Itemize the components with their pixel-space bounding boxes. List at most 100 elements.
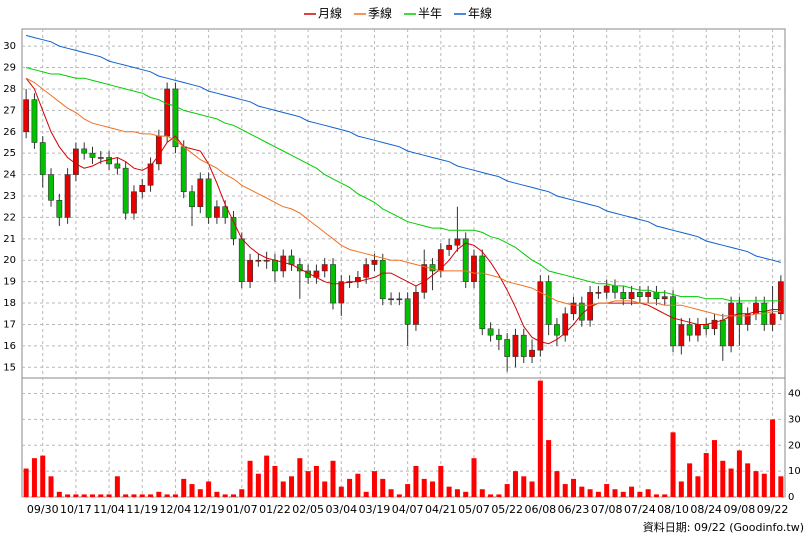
candle-body xyxy=(437,249,444,272)
volume-bar xyxy=(712,440,718,497)
candle-body xyxy=(769,313,776,325)
volume-bar xyxy=(554,471,560,497)
volume-bar xyxy=(65,494,71,497)
volume-bar xyxy=(380,478,386,497)
x-tick-label: 04/21 xyxy=(425,503,457,516)
footer: 資料日期: 09/22 (Goodinfo.tw) xyxy=(643,520,804,534)
volume-bar xyxy=(471,458,477,497)
x-tick-label: 12/04 xyxy=(160,503,192,516)
candle-body xyxy=(595,292,602,294)
volume-bar xyxy=(612,489,618,497)
volume-bar xyxy=(89,494,95,497)
volume-bar xyxy=(770,419,776,497)
x-tick-label: 06/23 xyxy=(558,503,590,516)
y2-tick-label: 20 xyxy=(788,440,801,451)
candle-body xyxy=(529,349,535,357)
x-tick-label: 06/08 xyxy=(524,503,556,516)
legend-label: 月線 xyxy=(318,6,342,21)
y2-tick-label: 40 xyxy=(788,389,801,400)
candle-body xyxy=(520,334,527,357)
candle-body xyxy=(686,324,693,336)
volume-bar xyxy=(363,491,369,497)
volume-bar xyxy=(430,481,436,497)
y-tick-label: 21 xyxy=(3,234,16,245)
x-tick-label: 09/08 xyxy=(724,503,756,516)
candle-body xyxy=(462,238,469,282)
candle-body xyxy=(321,264,328,272)
volume-bar xyxy=(114,476,120,497)
candle-body xyxy=(645,292,652,297)
volume-bar xyxy=(106,494,112,497)
volume-bar xyxy=(587,489,593,497)
y-tick-label: 28 xyxy=(3,84,16,95)
candle-body xyxy=(197,178,204,208)
x-tick-label: 07/24 xyxy=(624,503,656,516)
volume-bar xyxy=(695,476,701,497)
volume-bar xyxy=(255,473,261,497)
volume-bar xyxy=(355,473,361,497)
candle-body xyxy=(678,324,685,347)
candle-body xyxy=(48,174,54,201)
y-tick-label: 29 xyxy=(3,63,16,74)
candle-body xyxy=(147,163,154,186)
candle-body xyxy=(670,296,676,347)
candle-body xyxy=(97,157,104,159)
volume-bar xyxy=(745,463,751,497)
y2-tick-label: 0 xyxy=(788,492,794,503)
candle-body xyxy=(263,259,270,262)
volume-bar xyxy=(313,465,319,497)
volume-bar xyxy=(604,484,610,497)
candle-body xyxy=(545,281,552,325)
candle-body xyxy=(388,298,394,301)
volume-bar xyxy=(496,494,502,497)
volume-bar xyxy=(736,450,742,497)
x-tick-label: 10/17 xyxy=(60,503,92,516)
volume-bar xyxy=(546,440,552,497)
ma-line xyxy=(25,67,781,302)
candle-body xyxy=(213,206,220,218)
candle-body xyxy=(247,259,253,282)
volume-bar xyxy=(98,494,104,497)
volume-bar xyxy=(338,486,344,497)
y-tick-label: 19 xyxy=(3,277,16,288)
volume-bar xyxy=(512,471,518,497)
volume-bar xyxy=(479,489,485,497)
volume-bar xyxy=(595,491,601,497)
candle-body xyxy=(56,199,63,218)
volume-bar xyxy=(463,491,469,497)
candle-body xyxy=(172,88,179,148)
y-tick-label: 24 xyxy=(3,170,16,181)
candle-body xyxy=(711,319,718,330)
candle-body xyxy=(695,324,701,336)
volume-bar xyxy=(562,484,568,497)
x-tick-label: 04/07 xyxy=(392,503,424,516)
x-tick-label: 01/07 xyxy=(226,503,258,516)
volume-bar xyxy=(388,489,394,497)
candle-body xyxy=(280,255,287,272)
volume-bar xyxy=(247,460,253,497)
x-tick-label: 02/05 xyxy=(292,503,324,516)
y-tick-label: 26 xyxy=(3,127,16,138)
candle-body xyxy=(612,285,618,293)
y2-tick-label: 10 xyxy=(788,466,801,477)
volume-bar xyxy=(280,481,286,497)
candle-body xyxy=(338,281,345,304)
volume-bar xyxy=(446,486,452,497)
volume-bar xyxy=(687,463,693,497)
candle-body xyxy=(487,328,494,336)
volume-bar xyxy=(330,460,336,497)
y-tick-label: 15 xyxy=(3,362,16,373)
x-tick-label: 12/19 xyxy=(193,503,225,516)
y-tick-label: 27 xyxy=(3,105,16,116)
candle-body xyxy=(603,285,610,293)
volume-bar xyxy=(753,471,759,497)
volume-bar xyxy=(81,494,87,497)
candle-body xyxy=(570,302,577,315)
volume-bar xyxy=(272,465,278,497)
volume-bar xyxy=(488,494,494,497)
candle-body xyxy=(272,259,278,272)
y-tick-label: 22 xyxy=(3,212,16,223)
candle-body xyxy=(155,135,162,165)
x-tick-label: 05/07 xyxy=(458,503,490,516)
candle-body xyxy=(180,146,187,193)
